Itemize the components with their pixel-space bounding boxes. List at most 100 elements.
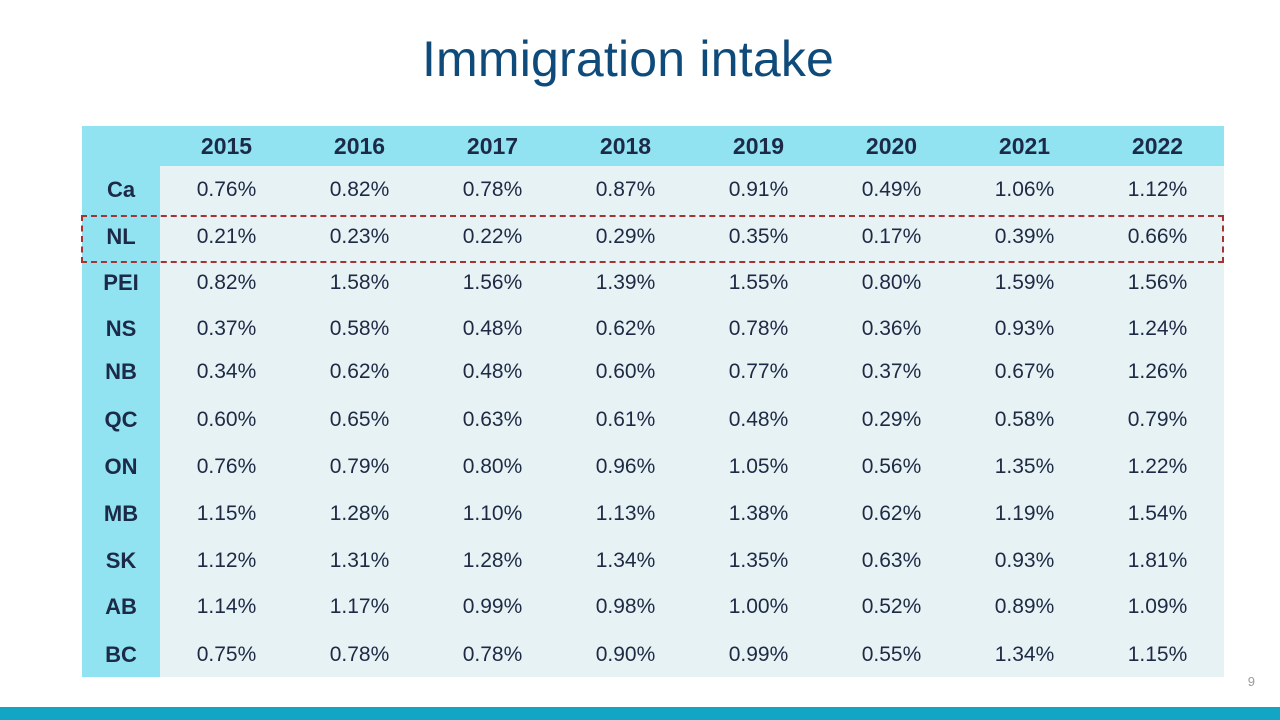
year-header: 2016 [293, 126, 426, 166]
table-cell: 1.05% [692, 446, 825, 488]
table-cell: 0.80% [426, 446, 559, 488]
table-cell: 1.06% [958, 166, 1091, 214]
table-cell: 0.78% [293, 632, 426, 677]
table-cell: 0.62% [559, 307, 692, 350]
table-cell: 0.37% [825, 350, 958, 393]
table-cell: 1.12% [160, 539, 293, 582]
table-cell: 0.62% [825, 488, 958, 539]
table-cell: 0.34% [160, 350, 293, 393]
table-cell: 0.75% [160, 632, 293, 677]
region-label: NS [82, 307, 160, 350]
table-cell: 1.38% [692, 488, 825, 539]
table-cell: 1.09% [1091, 582, 1224, 632]
table-cell: 1.15% [1091, 632, 1224, 677]
table-cell: 1.22% [1091, 446, 1224, 488]
table-cell: 1.17% [293, 582, 426, 632]
table-cell: 0.36% [825, 307, 958, 350]
footer-bar [0, 707, 1280, 720]
table-cell: 1.26% [1091, 350, 1224, 393]
table-cell: 1.28% [293, 488, 426, 539]
table-row-pei: PEI 0.82% 1.58% 1.56% 1.39% 1.55% 0.80% 1.59% 1.… [82, 259, 1224, 307]
table-cell: 0.80% [825, 259, 958, 307]
corner-cell [82, 126, 160, 166]
year-header: 2019 [692, 126, 825, 166]
table-cell: 0.65% [293, 393, 426, 446]
table-cell: 0.82% [293, 166, 426, 214]
table-cell: 0.37% [160, 307, 293, 350]
table-row-ca: Ca 0.76% 0.82% 0.78% 0.87% 0.91% 0.49% 1.06% 1.1… [82, 166, 1224, 214]
table-row-nb: NB 0.34% 0.62% 0.48% 0.60% 0.77% 0.37% 0.67% 1.2… [82, 350, 1224, 393]
table-cell: 0.60% [559, 350, 692, 393]
table-cell: 0.99% [426, 582, 559, 632]
table-cell: 1.15% [160, 488, 293, 539]
table-cell: 0.22% [426, 214, 559, 259]
table-cell: 0.78% [426, 632, 559, 677]
table-row-on: ON 0.76% 0.79% 0.80% 0.96% 1.05% 0.56% 1.35% 1.2… [82, 446, 1224, 488]
table-row-ab: AB 1.14% 1.17% 0.99% 0.98% 1.00% 0.52% 0.89% 1.0… [82, 582, 1224, 632]
table-cell: 1.35% [692, 539, 825, 582]
table-cell: 0.91% [692, 166, 825, 214]
table-cell: 0.23% [293, 214, 426, 259]
region-label: SK [82, 539, 160, 582]
table-cell: 0.79% [1091, 393, 1224, 446]
table-cell: 0.60% [160, 393, 293, 446]
table-cell: 1.56% [1091, 259, 1224, 307]
table-cell: 0.93% [958, 539, 1091, 582]
table-cell: 0.48% [692, 393, 825, 446]
table-row-mb: MB 1.15% 1.28% 1.10% 1.13% 1.38% 0.62% 1.19% 1.5… [82, 488, 1224, 539]
table-cell: 0.35% [692, 214, 825, 259]
region-label: PEI [82, 259, 160, 307]
table-cell: 1.13% [559, 488, 692, 539]
table-row-nl: NL 0.21% 0.23% 0.22% 0.29% 0.35% 0.17% 0.39% 0.6… [82, 214, 1224, 259]
table-cell: 0.21% [160, 214, 293, 259]
table-cell: 0.99% [692, 632, 825, 677]
table-cell: 0.66% [1091, 214, 1224, 259]
table-cell: 1.31% [293, 539, 426, 582]
region-label: NL [82, 214, 160, 259]
table-cell: 1.59% [958, 259, 1091, 307]
table-cell: 1.12% [1091, 166, 1224, 214]
table-cell: 0.55% [825, 632, 958, 677]
table-cell: 1.54% [1091, 488, 1224, 539]
year-header: 2017 [426, 126, 559, 166]
table-cell: 0.39% [958, 214, 1091, 259]
table-cell: 0.58% [293, 307, 426, 350]
year-header: 2021 [958, 126, 1091, 166]
region-label: NB [82, 350, 160, 393]
year-header: 2015 [160, 126, 293, 166]
year-header: 2022 [1091, 126, 1224, 166]
table-cell: 1.24% [1091, 307, 1224, 350]
table-cell: 0.78% [692, 307, 825, 350]
table-cell: 1.34% [559, 539, 692, 582]
table-cell: 1.39% [559, 259, 692, 307]
table-cell: 0.96% [559, 446, 692, 488]
table-cell: 1.34% [958, 632, 1091, 677]
table-cell: 1.00% [692, 582, 825, 632]
table-cell: 1.14% [160, 582, 293, 632]
table-cell: 0.90% [559, 632, 692, 677]
table-cell: 0.29% [559, 214, 692, 259]
region-label: QC [82, 393, 160, 446]
table-cell: 1.35% [958, 446, 1091, 488]
table-cell: 1.10% [426, 488, 559, 539]
table-row-ns: NS 0.37% 0.58% 0.48% 0.62% 0.78% 0.36% 0.93% 1.2… [82, 307, 1224, 350]
table-cell: 0.29% [825, 393, 958, 446]
table-cell: 0.87% [559, 166, 692, 214]
table-cell: 0.63% [825, 539, 958, 582]
table-cell: 0.62% [293, 350, 426, 393]
table-cell: 0.56% [825, 446, 958, 488]
table-cell: 0.61% [559, 393, 692, 446]
table-cell: 1.28% [426, 539, 559, 582]
region-label: ON [82, 446, 160, 488]
region-label: Ca [82, 166, 160, 214]
table-cell: 1.81% [1091, 539, 1224, 582]
table-cell: 0.93% [958, 307, 1091, 350]
table-cell: 0.98% [559, 582, 692, 632]
table-cell: 0.49% [825, 166, 958, 214]
region-label: MB [82, 488, 160, 539]
immigration-table-container: 2015 2016 2017 2018 2019 2020 2021 2022 … [82, 126, 1224, 677]
immigration-table: 2015 2016 2017 2018 2019 2020 2021 2022 … [82, 126, 1224, 677]
region-label: AB [82, 582, 160, 632]
table-cell: 0.82% [160, 259, 293, 307]
table-cell: 0.48% [426, 307, 559, 350]
